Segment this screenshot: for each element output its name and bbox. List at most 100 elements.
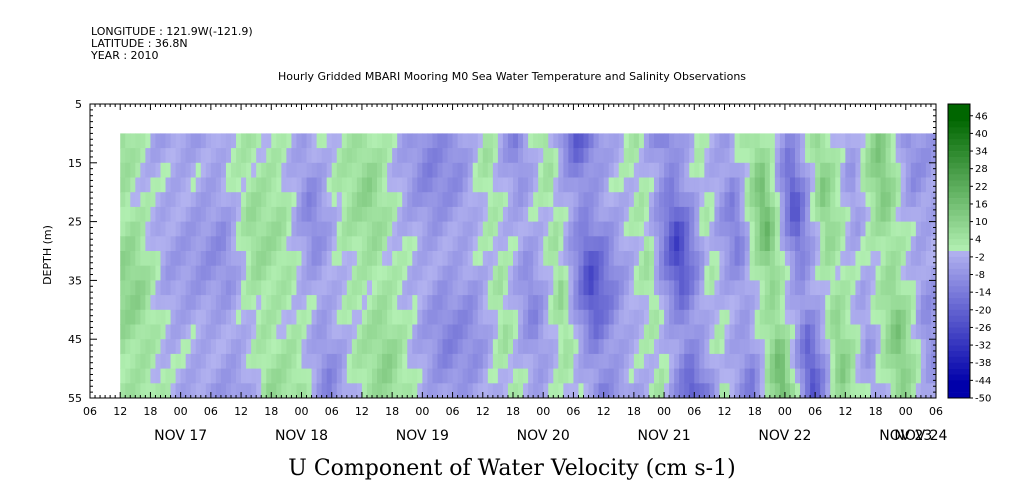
heatmap-cell [231, 206, 237, 222]
heatmap-cell [910, 295, 917, 311]
heatmap-cell [422, 177, 428, 193]
heatmap-cell [356, 236, 363, 252]
heatmap-cell [925, 206, 932, 222]
heatmap-cell [447, 192, 453, 208]
heatmap-cell [850, 368, 856, 384]
heatmap-cell [598, 177, 605, 193]
heatmap-cell [628, 251, 635, 267]
heatmap-cell [130, 221, 136, 237]
heatmap-cell [684, 280, 690, 296]
heatmap-cell [502, 221, 509, 237]
heatmap-cell [502, 192, 509, 208]
heatmap-cell [573, 295, 579, 311]
heatmap-cell [236, 162, 242, 178]
heatmap-cell [699, 353, 705, 369]
heatmap-cell [734, 162, 741, 178]
heatmap-cell [321, 236, 328, 252]
heatmap-cell [830, 295, 836, 311]
heatmap-cell [195, 133, 202, 149]
heatmap-cell [417, 280, 423, 296]
heatmap-cell [875, 221, 882, 237]
heatmap-cell [855, 206, 861, 222]
heatmap-cell [548, 353, 554, 369]
heatmap-cell [895, 236, 902, 252]
heatmap-cell [734, 280, 741, 296]
heatmap-cell [130, 309, 136, 325]
heatmap-cell [417, 324, 423, 340]
heatmap-cell [518, 353, 524, 369]
heatmap-cell [795, 236, 801, 252]
heatmap-cell [497, 280, 504, 296]
heatmap-cell [246, 324, 252, 340]
heatmap-cell [643, 192, 650, 208]
heatmap-cell [613, 368, 620, 384]
heatmap-cell [236, 353, 242, 369]
heatmap-cell [135, 162, 141, 178]
heatmap-cell [432, 339, 438, 355]
heatmap-cell [518, 295, 524, 311]
heatmap-cell [754, 324, 761, 340]
heatmap-cell [613, 192, 620, 208]
heatmap-cell [744, 221, 751, 237]
heatmap-cell [744, 148, 751, 164]
heatmap-cell [225, 206, 232, 222]
heatmap-cell [523, 339, 529, 355]
heatmap-cell [608, 162, 615, 178]
heatmap-cell [588, 368, 594, 384]
heatmap-cell [779, 206, 786, 222]
heatmap-cell [709, 162, 715, 178]
heatmap-cell [497, 148, 504, 164]
heatmap-cell [457, 148, 464, 164]
heatmap-cell [784, 295, 791, 311]
heatmap-cell [925, 339, 932, 355]
heatmap-cell [518, 251, 524, 267]
heatmap-cell [694, 133, 700, 149]
heatmap-cell [558, 236, 564, 252]
heatmap-cell [180, 177, 187, 193]
heatmap-cell [246, 353, 252, 369]
heatmap-cell [170, 353, 177, 369]
heatmap-cell [412, 148, 418, 164]
heatmap-cell [487, 236, 494, 252]
heatmap-cell [241, 192, 247, 208]
heatmap-cell [135, 383, 141, 399]
heatmap-cell [130, 251, 136, 267]
heatmap-cell [291, 192, 297, 208]
heatmap-cell [684, 133, 690, 149]
heatmap-cell [427, 236, 433, 252]
heatmap-cell [563, 295, 569, 311]
heatmap-cell [417, 133, 423, 149]
heatmap-cell [664, 295, 670, 311]
heatmap-cell [246, 309, 252, 325]
heatmap-cell [225, 383, 232, 399]
heatmap-cell [175, 177, 182, 193]
heatmap-cell [578, 383, 584, 399]
heatmap-cell [261, 251, 267, 267]
heatmap-cell [925, 192, 932, 208]
heatmap-cell [331, 133, 338, 149]
heatmap-cell [492, 251, 499, 267]
colorbar-swatch [948, 286, 970, 293]
heatmap-cell [392, 192, 398, 208]
heatmap-cell [487, 295, 494, 311]
heatmap-cell [598, 353, 605, 369]
heatmap-cell [341, 236, 348, 252]
heatmap-cell [185, 236, 192, 252]
heatmap-cell [382, 206, 388, 222]
heatmap-cell [553, 295, 559, 311]
heatmap-cell [372, 177, 378, 193]
heatmap-cell [805, 339, 811, 355]
heatmap-cell [130, 177, 136, 193]
heatmap-cell [251, 192, 257, 208]
heatmap-cell [452, 162, 459, 178]
heatmap-cell [568, 280, 574, 296]
heatmap-cell [160, 251, 166, 267]
heatmap-cell [291, 148, 297, 164]
heatmap-cell [608, 221, 615, 237]
heatmap-cell [533, 162, 539, 178]
heatmap-cell [568, 368, 574, 384]
heatmap-cell [845, 383, 851, 399]
heatmap-cell [870, 206, 876, 222]
heatmap-cell [402, 309, 408, 325]
heatmap-cell [180, 383, 187, 399]
